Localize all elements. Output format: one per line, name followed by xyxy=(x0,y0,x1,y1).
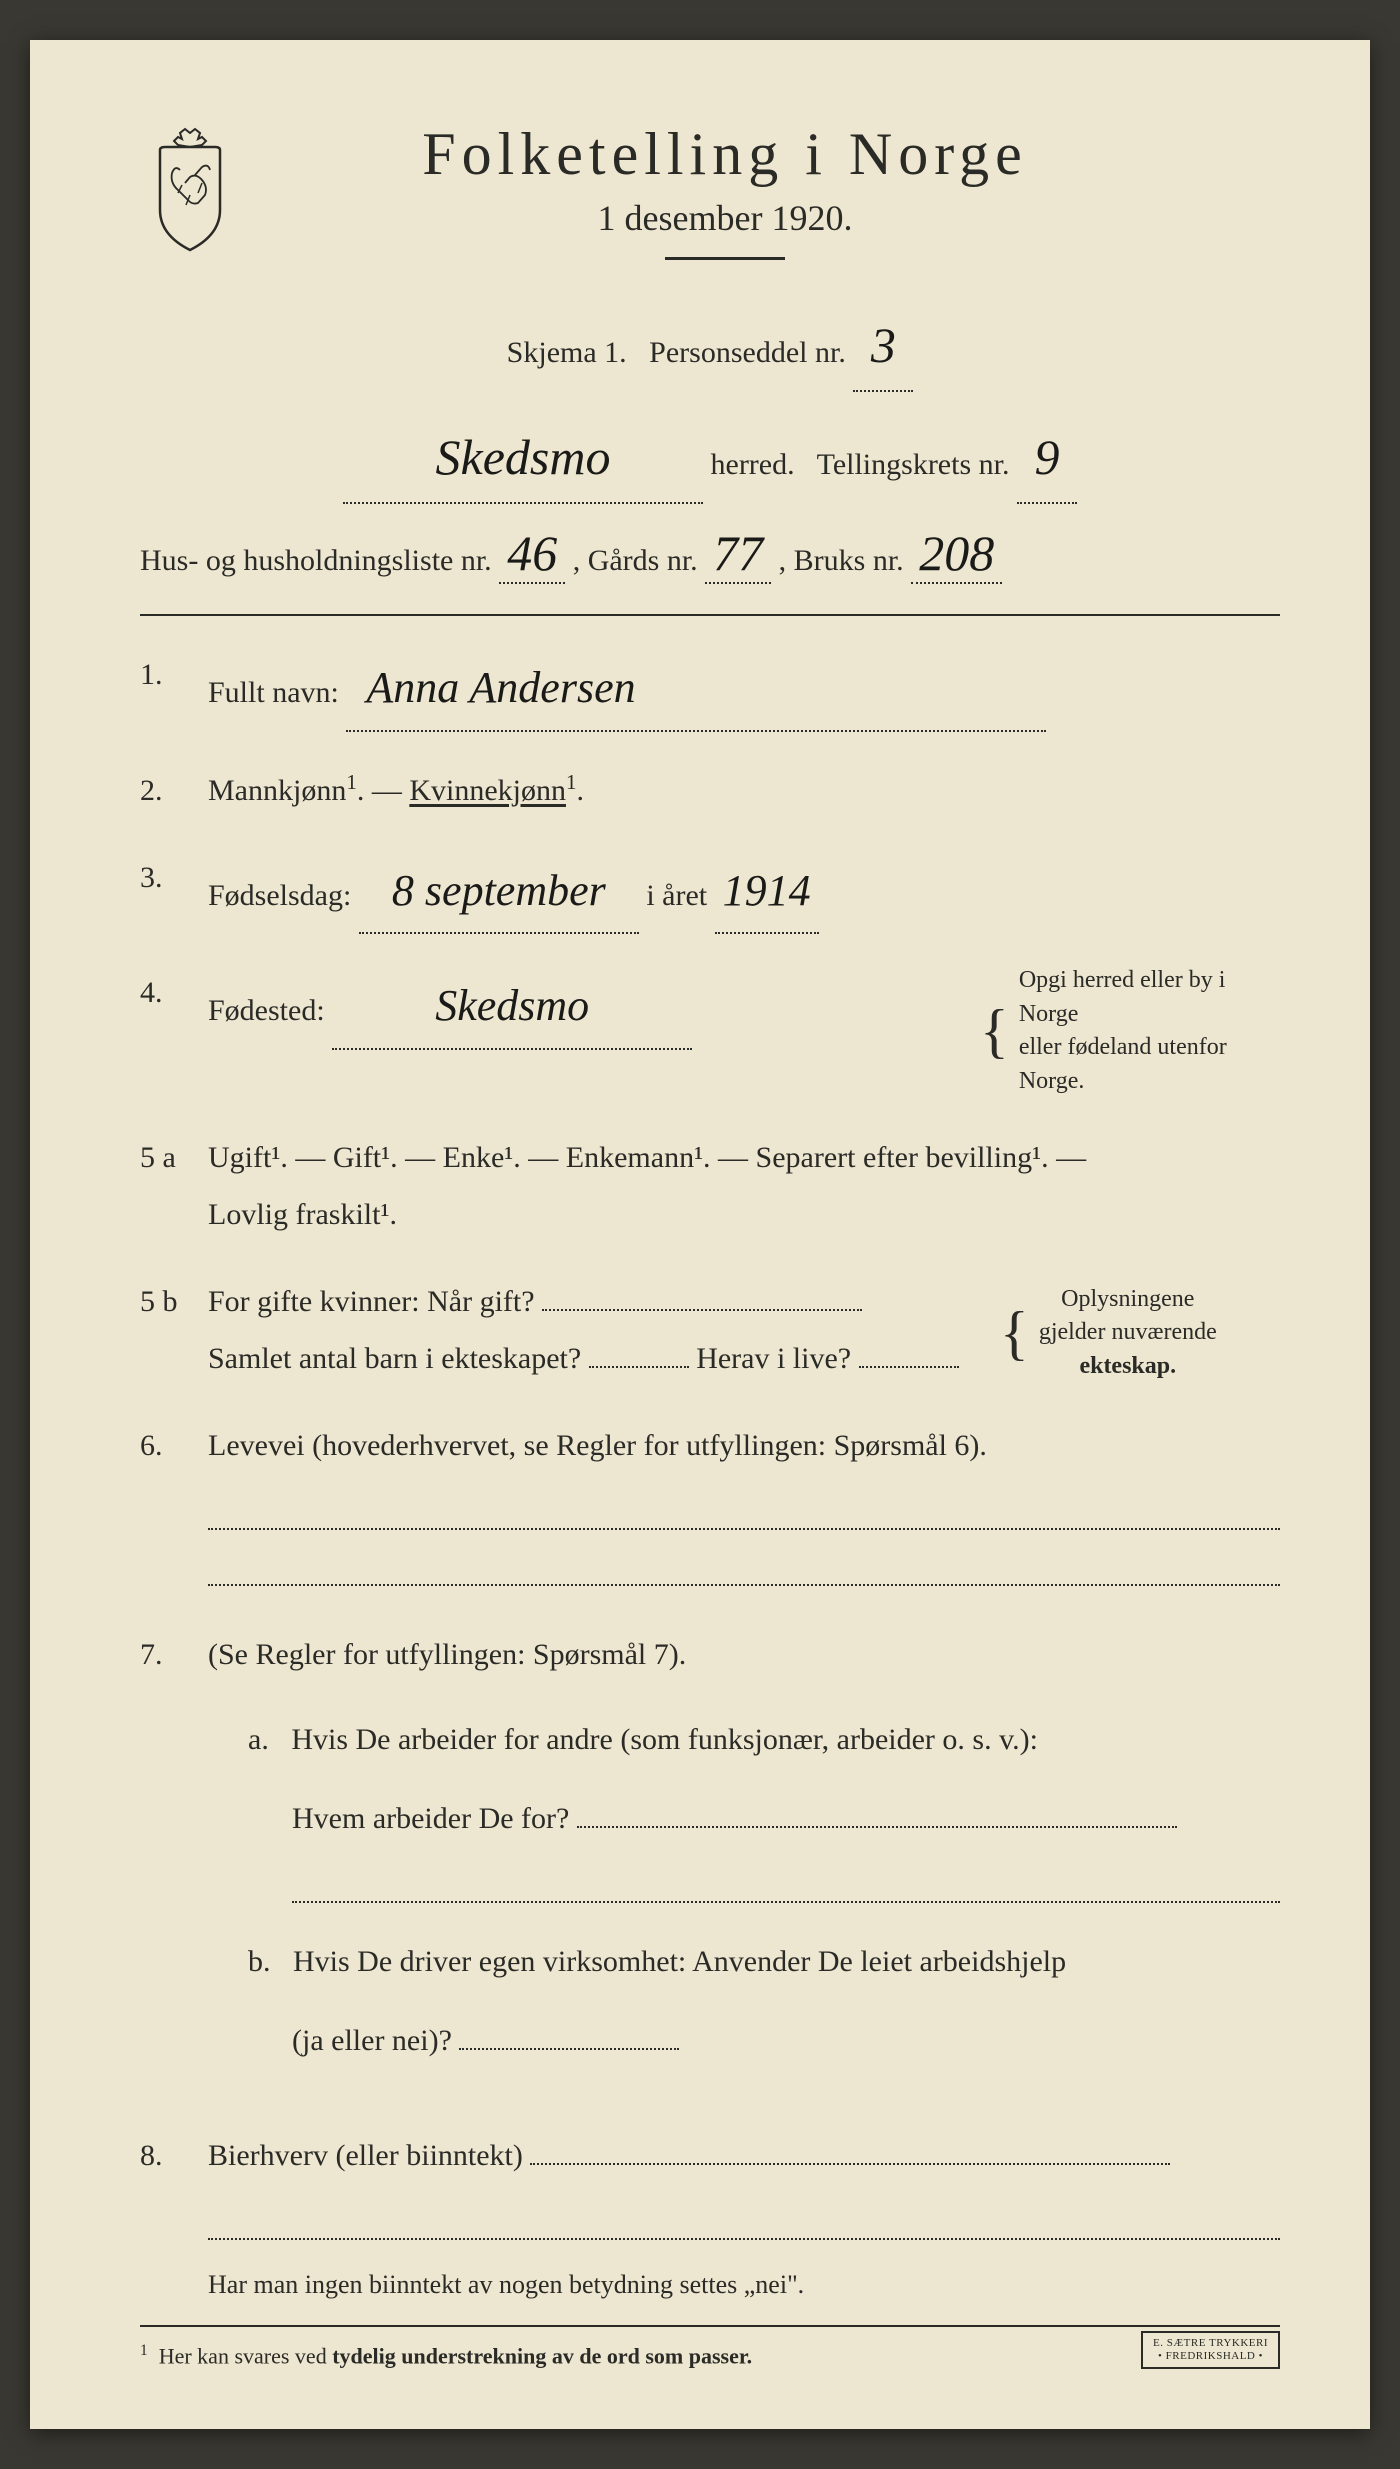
q7b-text2: (ja eller nei)? xyxy=(292,2024,452,2057)
header: Folketelling i Norge 1 desember 1920. xyxy=(140,120,1280,290)
brace-icon-2: { xyxy=(1000,1309,1029,1357)
q8-num: 8. xyxy=(140,2127,190,2240)
q4-note2: eller fødeland utenfor Norge. xyxy=(1019,1034,1227,1094)
q7a-blank xyxy=(577,1826,1177,1828)
footnote: 1 Her kan svares ved tydelig understrekn… xyxy=(140,2342,1280,2369)
question-2: 2. Mannkjønn1. — Kvinnekjønn1. xyxy=(140,762,1280,819)
meta-line-2: Skedsmo herred. Tellingskrets nr. 9 xyxy=(140,412,1280,504)
q5b-num: 5 b xyxy=(140,1273,190,1387)
question-5a: 5 a Ugift¹. — Gift¹. — Enke¹. — Enkemann… xyxy=(140,1129,1280,1243)
skjema-label: Skjema 1. xyxy=(507,336,627,369)
q7a-blank2 xyxy=(292,1867,1280,1903)
q3-year-label: i året xyxy=(646,879,707,912)
hushold-label: Hus- og husholdningsliste nr. xyxy=(140,544,492,577)
footnote-text: Her kan svares ved tydelig understreknin… xyxy=(159,2343,752,2368)
question-6: 6. Levevei (hovederhvervet, se Regler fo… xyxy=(140,1417,1280,1586)
printer-stamp: E. SÆTRE TRYKKERI • FREDRIKSHALD • xyxy=(1141,2331,1280,2369)
title-divider xyxy=(665,257,785,260)
q7a-num: a. xyxy=(248,1723,269,1756)
personseddel-label: Personseddel nr. xyxy=(649,336,846,369)
q4-note1: Opgi herred eller by i Norge xyxy=(1019,967,1226,1027)
question-3: 3. Fødselsdag: 8 september i året 1914 xyxy=(140,849,1280,935)
q5b-label: For gifte kvinner: Når gift? xyxy=(208,1285,535,1318)
herred-label: herred. xyxy=(711,448,795,481)
q5a-line2: Lovlig fraskilt¹. xyxy=(208,1198,397,1231)
q7-label: (Se Regler for utfyllingen: Spørsmål 7). xyxy=(208,1638,686,1671)
tellingskrets-label: Tellingskrets nr. xyxy=(817,448,1010,481)
q8-label: Bierhverv (eller biinntekt) xyxy=(208,2139,523,2172)
q5b-line2b: Herav i live? xyxy=(696,1342,851,1375)
q5b-note: { Oplysningene gjelder nuværende ekteska… xyxy=(1000,1283,1300,1384)
q6-blank-1 xyxy=(208,1494,1280,1530)
q4-note: { Opgi herred eller by i Norge eller fød… xyxy=(980,964,1280,1098)
q8-blank2 xyxy=(208,2204,1280,2240)
q3-num: 3. xyxy=(140,849,190,935)
q7b-num: b. xyxy=(248,1945,271,1978)
q3-daymonth: 8 september xyxy=(359,849,639,935)
gards-label: , Gårds nr. xyxy=(573,544,698,577)
q2-kvinne: Kvinnekjønn xyxy=(409,774,566,807)
q5a-num: 5 a xyxy=(140,1129,190,1243)
q5b-line2a: Samlet antal barn i ekteskapet? xyxy=(208,1342,581,1375)
q5b-note2: gjelder nuværende xyxy=(1039,1319,1217,1345)
q5b-barn-blank xyxy=(589,1366,689,1368)
q5b-note3: ekteskap. xyxy=(1079,1353,1176,1379)
q6-blank-2 xyxy=(208,1550,1280,1586)
q7a: a. Hvis De arbeider for andre (som funks… xyxy=(208,1711,1280,1903)
personseddel-nr: 3 xyxy=(853,300,913,392)
hushold-nr: 46 xyxy=(499,524,565,584)
coat-of-arms-icon xyxy=(140,125,240,255)
q6-num: 6. xyxy=(140,1417,190,1586)
footnote-num: 1 xyxy=(140,2342,148,2359)
bruks-nr: 208 xyxy=(911,524,1002,584)
q1-value: Anna Andersen xyxy=(346,646,1046,732)
question-7: 7. (Se Regler for utfyllingen: Spørsmål … xyxy=(140,1626,1280,2097)
gards-nr: 77 xyxy=(705,524,771,584)
q5b-gift-blank xyxy=(542,1309,862,1311)
herred-name: Skedsmo xyxy=(343,412,703,504)
meta-line-3: Hus- og husholdningsliste nr. 46 , Gårds… xyxy=(140,524,1280,584)
q5b-live-blank xyxy=(859,1366,959,1368)
subtitle: 1 desember 1920. xyxy=(270,197,1180,239)
tellingskrets-nr: 9 xyxy=(1017,412,1077,504)
q1-num: 1. xyxy=(140,646,190,732)
q7a-text2: Hvem arbeider De for? xyxy=(292,1802,569,1835)
q7-num: 7. xyxy=(140,1626,190,2097)
main-title: Folketelling i Norge xyxy=(270,120,1180,189)
q2-mann: Mannkjønn xyxy=(208,774,346,807)
q2-sep: — xyxy=(372,774,410,807)
q1-label: Fullt navn: xyxy=(208,676,339,709)
q3-year: 1914 xyxy=(715,849,819,935)
stamp-line1: E. SÆTRE TRYKKERI xyxy=(1153,2337,1268,2349)
title-block: Folketelling i Norge 1 desember 1920. xyxy=(270,120,1280,290)
q7b: b. Hvis De driver egen virksomhet: Anven… xyxy=(208,1933,1280,2069)
bruks-label: , Bruks nr. xyxy=(779,544,904,577)
q3-label: Fødselsdag: xyxy=(208,879,351,912)
q5b-note1: Oplysningene xyxy=(1061,1286,1194,1312)
brace-icon: { xyxy=(980,1007,1009,1055)
question-1: 1. Fullt navn: Anna Andersen xyxy=(140,646,1280,732)
q4-value: Skedsmo xyxy=(332,964,692,1050)
meta-block: Skjema 1. Personseddel nr. 3 Skedsmo her… xyxy=(140,300,1280,584)
footer-rule xyxy=(140,2325,1280,2327)
q6-label: Levevei (hovederhvervet, se Regler for u… xyxy=(208,1429,987,1462)
q8-blank xyxy=(530,2163,1170,2165)
form-rule-top xyxy=(140,614,1280,616)
q5a-options: Ugift¹. — Gift¹. — Enke¹. — Enkemann¹. —… xyxy=(208,1141,1086,1174)
question-4: 4. Fødested: Skedsmo { Opgi herred eller… xyxy=(140,964,1280,1098)
stamp-line2: • FREDRIKSHALD • xyxy=(1158,2350,1263,2362)
q7a-text1: Hvis De arbeider for andre (som funksjon… xyxy=(291,1723,1038,1756)
q4-label: Fødested: xyxy=(208,994,325,1027)
census-form-page: Folketelling i Norge 1 desember 1920. Sk… xyxy=(30,40,1370,2429)
question-5b: 5 b For gifte kvinner: Når gift? { Oplys… xyxy=(140,1273,1280,1387)
q2-num: 2. xyxy=(140,762,190,819)
question-8: 8. Bierhverv (eller biinntekt) xyxy=(140,2127,1280,2240)
footer-note: Har man ingen biinntekt av nogen betydni… xyxy=(140,2270,1280,2300)
q4-num: 4. xyxy=(140,964,190,1098)
meta-line-1: Skjema 1. Personseddel nr. 3 xyxy=(140,300,1280,392)
q7b-text1: Hvis De driver egen virksomhet: Anvender… xyxy=(293,1945,1066,1978)
